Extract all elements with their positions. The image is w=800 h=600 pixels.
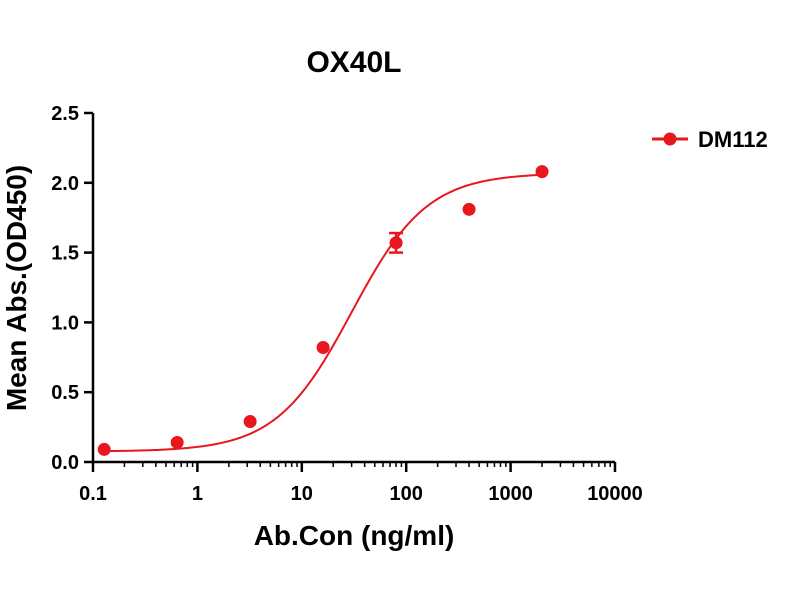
data-point	[97, 442, 111, 456]
axes: 0.0 0.5 1.0 1.5 2.0 2.5 0.1 1 10 100 1000 10000	[51, 103, 643, 505]
x-axis-label: Ab.Con (ng/ml)	[254, 520, 455, 551]
y-tick-label: 2.0	[51, 173, 79, 195]
fit-curve	[104, 173, 543, 453]
y-tick-label: 0.5	[51, 382, 79, 404]
legend: DM112	[652, 127, 768, 152]
x-tick-label: 0.1	[79, 483, 107, 505]
legend-marker	[663, 132, 677, 146]
y-axis-label: Mean Abs.(OD450)	[1, 165, 32, 411]
data-point	[243, 415, 257, 429]
y-tick-label: 1.0	[51, 312, 79, 334]
x-tick-label: 10000	[587, 483, 643, 505]
data-point	[389, 236, 403, 250]
data-point	[535, 165, 549, 179]
plot-area	[97, 165, 549, 456]
x-tick-label: 100	[390, 483, 423, 505]
y-tick-label: 0.0	[51, 452, 79, 474]
data-point	[170, 435, 184, 449]
x-tick-label: 1	[192, 483, 203, 505]
x-tick-label: 10	[291, 483, 313, 505]
legend-label: DM112	[698, 127, 768, 152]
data-point	[316, 341, 330, 355]
x-tick-label: 1000	[488, 483, 533, 505]
data-point	[462, 202, 476, 216]
chart-title: OX40L	[306, 46, 401, 79]
y-tick-label: 2.5	[51, 103, 79, 125]
y-tick-label: 1.5	[51, 243, 79, 265]
